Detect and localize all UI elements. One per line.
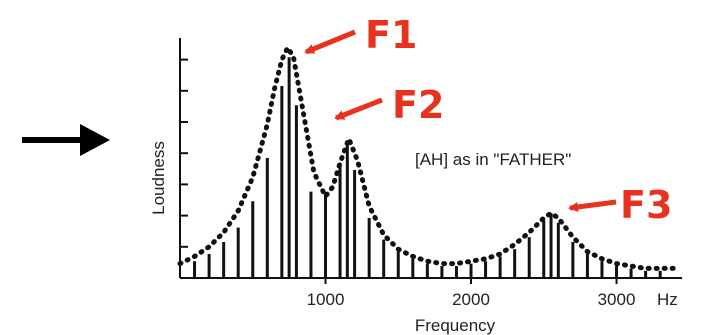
- y-axis-ticks: [180, 58, 188, 248]
- formant-label: F3: [620, 183, 672, 227]
- formant-arrow: [304, 29, 356, 55]
- x-tick-label: 1000: [307, 290, 345, 309]
- x-unit-label: Hz: [657, 290, 678, 309]
- formant-arrow: [568, 199, 617, 212]
- harmonic-bars: [193, 57, 662, 278]
- formant-labels: F1 F2 F3: [304, 13, 672, 227]
- x-axis-label: Frequency: [415, 316, 496, 335]
- vowel-annotation: [AH] as in "FATHER": [415, 150, 571, 169]
- formant-label: F2: [392, 83, 444, 127]
- x-tick-label: 2000: [452, 290, 490, 309]
- pointer-arrow: [22, 124, 110, 156]
- formant-arrow: [334, 97, 383, 121]
- spectral-envelope: [177, 42, 678, 271]
- x-tick-label: 3000: [598, 290, 636, 309]
- x-axis-ticks: 1000 2000 3000: [307, 278, 636, 309]
- formant-label: F1: [365, 13, 417, 57]
- y-axis-label: Loudness: [149, 141, 168, 215]
